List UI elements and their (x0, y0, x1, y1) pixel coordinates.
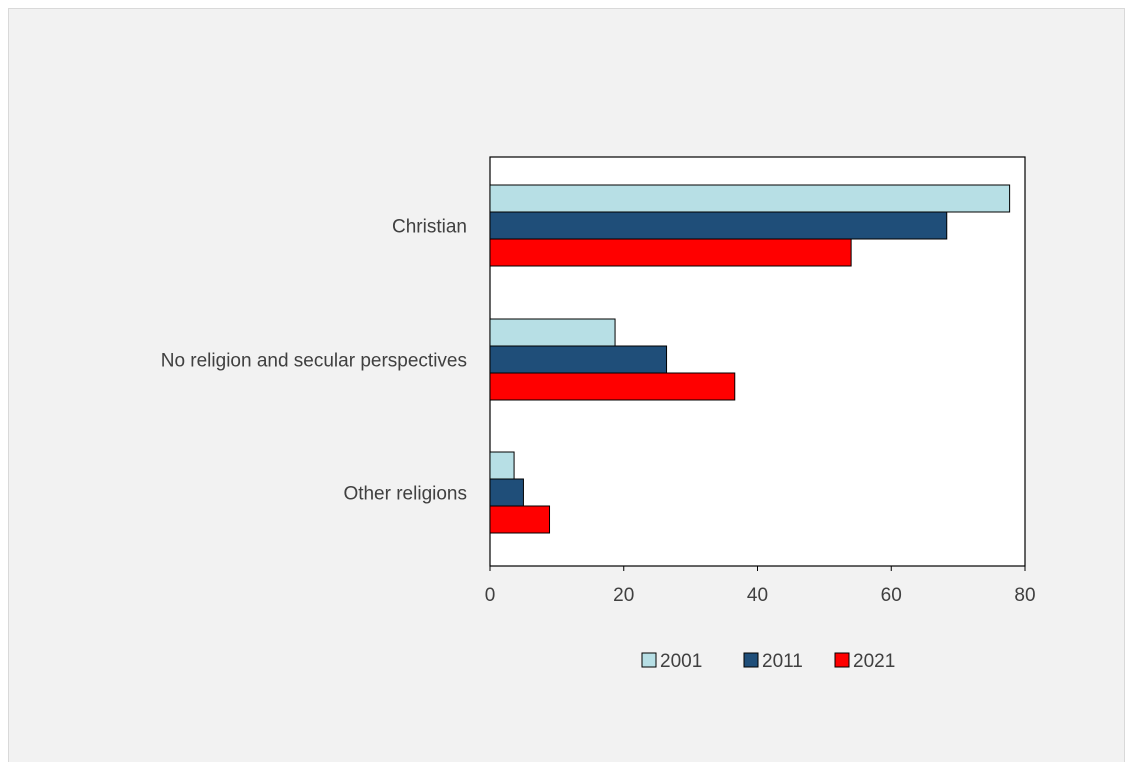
bars-group (489, 184, 1011, 534)
x-tick-label: 20 (613, 585, 634, 606)
chart-area: Christian No religion and secular perspec… (8, 8, 1125, 762)
bar-other-religions-2011 (489, 478, 524, 507)
legend-swatch-2001 (641, 652, 657, 668)
bar-other-religions-2001 (489, 451, 515, 480)
x-tick-label: 40 (747, 585, 768, 606)
legend-label-2011: 2011 (762, 651, 803, 672)
legend-label-2021: 2021 (853, 651, 895, 672)
bar-no-religion-and-secular-perspectives-2011 (489, 345, 668, 374)
bar-christian-2011 (489, 211, 948, 240)
bar-chart: Christian No religion and secular perspec… (161, 156, 1036, 672)
bar-no-religion-and-secular-perspectives-2001 (489, 318, 616, 347)
x-tick-label: 60 (881, 585, 902, 606)
legend-swatch-2021 (834, 652, 850, 668)
x-tick-label: 0 (485, 585, 496, 606)
bar-other-religions-2021 (489, 505, 551, 534)
category-label: Christian (392, 217, 467, 238)
x-tick-label: 80 (1014, 585, 1035, 606)
legend: 2001 2011 2021 (641, 651, 895, 672)
legend-label-2001: 2001 (660, 651, 702, 672)
bar-christian-2021 (489, 238, 852, 267)
x-axis-ticks: 0 20 40 60 80 (485, 566, 1036, 606)
bar-no-religion-and-secular-perspectives-2021 (489, 372, 736, 401)
category-label: Other religions (343, 484, 467, 505)
legend-swatch-2011 (743, 652, 759, 668)
bar-christian-2001 (489, 184, 1011, 213)
category-label: No religion and secular perspectives (161, 351, 467, 372)
category-labels: Christian No religion and secular perspec… (161, 217, 467, 505)
